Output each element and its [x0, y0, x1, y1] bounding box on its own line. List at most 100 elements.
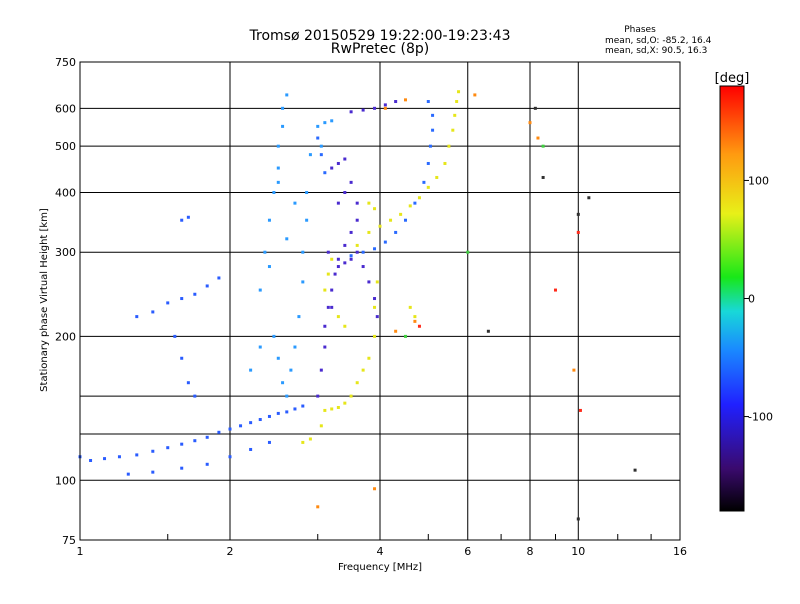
data-point	[180, 466, 184, 470]
data-point	[373, 207, 377, 211]
data-point	[326, 305, 330, 309]
data-point	[258, 345, 262, 349]
chart-title: Tromsø 20150529 19:22:00-19:23:43	[249, 28, 511, 44]
data-point	[326, 250, 330, 254]
data-point	[572, 368, 576, 372]
data-point	[373, 106, 377, 110]
data-point	[355, 218, 359, 222]
data-point	[576, 517, 580, 521]
data-point	[383, 106, 387, 110]
data-point	[333, 272, 337, 276]
data-point	[151, 449, 155, 453]
data-point	[576, 230, 580, 234]
data-point	[330, 288, 334, 292]
data-point	[394, 100, 398, 104]
data-point	[239, 424, 243, 428]
data-point	[276, 356, 280, 360]
data-point	[323, 408, 327, 412]
data-point	[330, 407, 334, 411]
data-point	[293, 407, 297, 411]
data-point	[403, 218, 407, 222]
data-point	[486, 329, 490, 333]
data-point	[319, 153, 323, 157]
data-point	[285, 394, 289, 398]
data-point	[89, 458, 93, 462]
data-point	[431, 128, 435, 132]
data-point	[343, 190, 347, 194]
data-point	[281, 124, 285, 128]
data-point	[343, 243, 347, 247]
data-point	[330, 166, 334, 170]
data-point	[301, 280, 305, 284]
data-point	[301, 404, 305, 408]
data-point	[443, 161, 447, 165]
data-point	[228, 455, 232, 459]
data-point	[457, 90, 461, 94]
chart-subtitle: RwPretec (8p)	[331, 41, 429, 57]
y-tick-label: 200	[55, 330, 76, 343]
data-point	[308, 437, 312, 441]
data-point	[281, 381, 285, 385]
data-point	[343, 401, 347, 405]
data-point	[403, 98, 407, 102]
data-point	[336, 161, 340, 165]
data-point	[349, 180, 353, 184]
data-point	[166, 446, 170, 450]
x-tick-label: 8	[527, 545, 534, 558]
data-point	[205, 435, 209, 439]
data-point	[173, 334, 177, 338]
data-point	[408, 305, 412, 309]
data-point	[319, 144, 323, 148]
data-point	[399, 212, 403, 216]
stats-line-o: mean, sd,O: -85.2, 16.4	[605, 36, 712, 46]
data-point	[578, 408, 582, 412]
data-point	[343, 261, 347, 265]
data-point	[151, 470, 155, 474]
data-point	[394, 329, 398, 333]
data-point	[428, 144, 432, 148]
data-point	[361, 250, 365, 254]
data-point	[367, 201, 371, 205]
y-tick-label: 750	[55, 56, 76, 69]
data-point	[587, 196, 591, 200]
data-point	[276, 180, 280, 184]
stats-header: Phases	[624, 25, 656, 35]
data-point	[281, 106, 285, 110]
data-point	[126, 472, 130, 476]
data-point	[276, 144, 280, 148]
data-point	[533, 106, 537, 110]
data-point	[330, 305, 334, 309]
data-point	[373, 487, 377, 491]
data-point	[536, 136, 540, 140]
data-point	[117, 455, 121, 459]
data-point	[205, 284, 209, 288]
data-point	[403, 334, 407, 338]
y-tick-label: 100	[55, 474, 76, 487]
data-point	[426, 185, 430, 189]
data-point	[367, 230, 371, 234]
data-point	[267, 218, 271, 222]
y-axis-label: Stationary phase Virtual Height [km]	[39, 208, 50, 392]
data-point	[336, 201, 340, 205]
data-point	[447, 144, 451, 148]
y-tick-labels: 75 100 200 300 400 500 600 750	[55, 56, 76, 547]
y-tick-label: 500	[55, 140, 76, 153]
data-point	[103, 457, 107, 461]
data-point	[267, 414, 271, 418]
colorbar-ticks: -100 0 100	[744, 174, 773, 424]
x-tick-label: 16	[673, 545, 687, 558]
data-point	[413, 319, 417, 323]
data-point	[217, 276, 221, 280]
data-point	[383, 240, 387, 244]
data-point	[408, 204, 412, 208]
x-tick-label: 6	[464, 545, 471, 558]
data-point	[323, 288, 327, 292]
data-point	[367, 280, 371, 284]
data-point	[355, 381, 359, 385]
data-point	[323, 324, 327, 328]
data-point	[383, 103, 387, 107]
data-point	[466, 250, 470, 254]
data-point	[336, 405, 340, 409]
